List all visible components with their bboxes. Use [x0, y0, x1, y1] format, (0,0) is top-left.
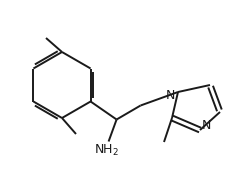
Text: N: N	[165, 89, 174, 102]
Text: N: N	[201, 119, 210, 132]
Text: NH$_2$: NH$_2$	[94, 143, 119, 158]
